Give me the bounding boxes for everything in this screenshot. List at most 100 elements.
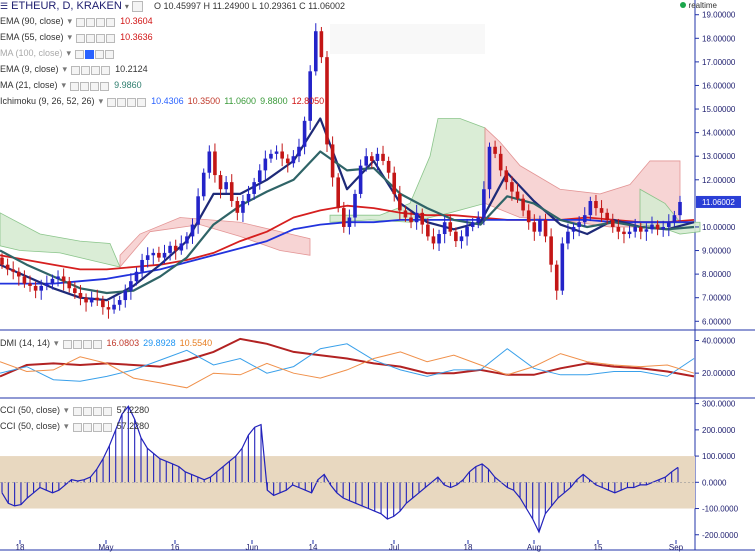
settings-icon[interactable]	[80, 81, 90, 91]
candle-body	[459, 236, 464, 242]
indicator-row[interactable]: CCI (50, close) ▾ 57.2280	[0, 420, 153, 433]
more-icon[interactable]	[105, 49, 115, 59]
indicator-controls[interactable]	[62, 338, 103, 350]
indicator-row[interactable]: DMI (14, 14) ▾ 16.0803 29.8928 10.5540	[0, 337, 216, 350]
indicator-controls[interactable]	[71, 64, 111, 76]
candle-body	[370, 156, 374, 161]
x-tick-label: 18	[464, 543, 473, 552]
candle-body	[145, 255, 150, 260]
indicator-label: Ichimoku (9, 26, 52, 26)	[0, 96, 95, 106]
indicator-row[interactable]: EMA (55, close) ▾ 10.3636	[0, 31, 157, 44]
visibility-icon[interactable]	[72, 406, 82, 416]
indicator-controls[interactable]	[70, 80, 110, 92]
candle-body	[521, 198, 525, 211]
close-icon[interactable]	[82, 339, 92, 349]
candle-body	[605, 212, 609, 220]
more-icon[interactable]	[106, 17, 116, 27]
indicator-dropdown-icon[interactable]: ▾	[64, 405, 69, 415]
more-icon[interactable]	[137, 97, 147, 107]
close-icon[interactable]	[90, 81, 100, 91]
candle-body	[381, 153, 385, 161]
candle-body	[409, 217, 413, 223]
indicator-controls[interactable]	[72, 421, 113, 433]
settings-icon[interactable]	[131, 0, 143, 12]
dmi-panel	[0, 337, 695, 389]
cci-tick-label: -200.0000	[702, 531, 739, 540]
x-tick-label: Jul	[389, 543, 399, 552]
candle-body	[213, 151, 217, 176]
candle-body	[392, 172, 397, 194]
more-icon[interactable]	[92, 339, 102, 349]
title-dropdown-icon[interactable]: ▾	[124, 2, 129, 11]
more-icon[interactable]	[100, 81, 110, 91]
menu-icon[interactable]: ☰	[0, 1, 9, 11]
dmi-tick-label: 20.00000	[702, 369, 736, 378]
indicator-controls[interactable]	[72, 405, 113, 417]
close-icon[interactable]	[96, 33, 106, 43]
more-icon[interactable]	[102, 406, 112, 416]
indicator-value: 12.8050	[291, 96, 325, 106]
indicator-dropdown-icon[interactable]: ▾	[54, 338, 59, 348]
indicator-dropdown-icon[interactable]: ▾	[67, 16, 73, 26]
candle-body	[134, 271, 139, 282]
candle-body	[39, 285, 44, 291]
indicator-row[interactable]: EMA (90, close) ▾ 10.3604	[0, 15, 157, 28]
more-icon[interactable]	[102, 422, 112, 432]
visibility-icon[interactable]	[75, 49, 85, 59]
settings-icon[interactable]	[82, 422, 92, 432]
close-icon[interactable]	[92, 422, 102, 432]
candle-body	[5, 264, 10, 270]
settings-icon[interactable]	[81, 65, 91, 75]
visibility-icon[interactable]	[62, 339, 72, 349]
candle-body	[515, 191, 520, 199]
visibility-icon[interactable]	[72, 422, 82, 432]
settings-icon[interactable]	[117, 97, 127, 107]
settings-icon[interactable]	[72, 339, 82, 349]
indicator-label: CCI (50, close)	[0, 421, 61, 431]
indicator-row[interactable]: EMA (9, close) ▾ 10.2124	[0, 63, 152, 76]
settings-icon[interactable]	[85, 49, 95, 59]
indicator-controls[interactable]	[76, 16, 116, 28]
cci-tick-label: 200.0000	[702, 426, 736, 435]
candle-body	[599, 208, 604, 213]
visibility-icon[interactable]	[70, 81, 80, 91]
candle-body	[616, 226, 621, 232]
settings-icon[interactable]	[86, 33, 96, 43]
visibility-icon[interactable]	[107, 97, 117, 107]
ctrl-box-group[interactable]	[131, 0, 143, 12]
indicator-value: 10.5540	[179, 338, 213, 348]
settings-icon[interactable]	[86, 17, 96, 27]
indicator-dropdown-icon[interactable]: ▾	[61, 80, 67, 90]
close-icon[interactable]	[92, 406, 102, 416]
indicator-dropdown-icon[interactable]: ▾	[67, 32, 73, 42]
indicator-dropdown-icon[interactable]: ▾	[64, 421, 69, 431]
visibility-icon[interactable]	[71, 65, 81, 75]
indicator-controls[interactable]	[107, 96, 147, 108]
chart-title-bar[interactable]: ☰ ETHEUR, D, KRAKEN ▾ O 10.45997 H 11.24…	[0, 0, 345, 13]
indicator-dropdown-icon[interactable]: ▾	[62, 64, 68, 74]
indicator-controls[interactable]	[76, 32, 116, 44]
candle-body	[269, 153, 273, 159]
indicator-row[interactable]: MA (100, close) ▾	[0, 47, 119, 60]
close-icon[interactable]	[91, 65, 101, 75]
candle-body	[162, 252, 167, 258]
indicator-row[interactable]: Ichimoku (9, 26, 52, 26) ▾ 10.4306 10.3500 1…	[0, 95, 328, 108]
indicator-row[interactable]: CCI (50, close) ▾ 57.2280	[0, 404, 153, 417]
price-tick-label: 14.00000	[702, 129, 736, 138]
more-icon[interactable]	[106, 33, 116, 43]
visibility-icon[interactable]	[76, 17, 86, 27]
candle-body	[313, 31, 318, 72]
close-icon[interactable]	[96, 17, 106, 27]
settings-icon[interactable]	[82, 406, 92, 416]
close-icon[interactable]	[95, 49, 105, 59]
close-icon[interactable]	[127, 97, 137, 107]
candle-body	[678, 201, 682, 216]
more-icon[interactable]	[101, 65, 111, 75]
indicator-controls[interactable]	[75, 48, 115, 60]
candle-body	[263, 158, 268, 171]
visibility-icon[interactable]	[76, 33, 86, 43]
indicator-row[interactable]: MA (21, close) ▾ 9.9860	[0, 79, 146, 92]
indicator-dropdown-icon[interactable]: ▾	[98, 96, 104, 106]
indicator-dropdown-icon[interactable]: ▾	[66, 48, 72, 58]
candle-body	[498, 153, 503, 171]
